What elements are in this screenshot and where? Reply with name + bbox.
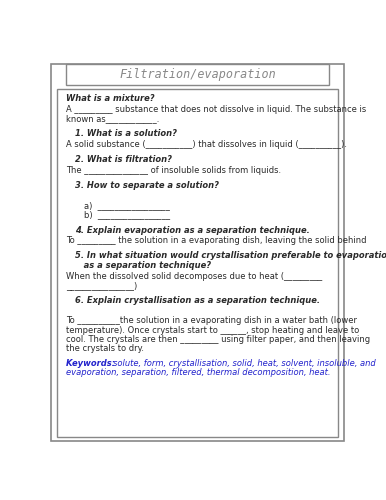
Text: Filtration/evaporation: Filtration/evaporation	[119, 68, 276, 81]
Text: known as____________.: known as____________.	[66, 114, 159, 124]
Text: 3. How to separate a solution?: 3. How to separate a solution?	[75, 181, 219, 190]
Text: Keywords:: Keywords:	[66, 358, 118, 368]
Text: When the dissolved solid decomposes due to heat (_________: When the dissolved solid decomposes due …	[66, 272, 322, 280]
FancyBboxPatch shape	[66, 64, 330, 85]
Text: as a separation technique?: as a separation technique?	[75, 261, 211, 270]
Text: ________________): ________________)	[66, 281, 137, 290]
Text: To _________ the solution in a evaporating dish, leaving the solid behind: To _________ the solution in a evaporati…	[66, 236, 367, 245]
Text: 6. Explain crystallisation as a separation technique.: 6. Explain crystallisation as a separati…	[75, 296, 320, 305]
Text: b)  _________________: b) _________________	[84, 210, 170, 220]
Text: 1. What is a solution?: 1. What is a solution?	[75, 130, 177, 138]
Text: a)  _________________: a) _________________	[84, 201, 170, 210]
Text: What is a mixture?: What is a mixture?	[66, 94, 155, 104]
Text: To __________the solution in a evaporating dish in a water bath (lower: To __________the solution in a evaporati…	[66, 316, 357, 325]
Text: cool. The crystals are then _________ using filter paper, and then leaving: cool. The crystals are then _________ us…	[66, 335, 370, 344]
Text: 2. What is filtration?: 2. What is filtration?	[75, 155, 172, 164]
Text: solute, form, crystallisation, solid, heat, solvent, insoluble, and: solute, form, crystallisation, solid, he…	[113, 358, 376, 368]
Text: 5. In what situation would crystallisation preferable to evaporation: 5. In what situation would crystallisati…	[75, 252, 386, 260]
Text: 4. Explain evaporation as a separation technique.: 4. Explain evaporation as a separation t…	[75, 226, 310, 234]
Text: temperature). Once crystals start to ______, stop heating and leave to: temperature). Once crystals start to ___…	[66, 326, 359, 334]
FancyBboxPatch shape	[57, 89, 339, 438]
Text: A solid substance (___________) that dissolves in liquid (__________).: A solid substance (___________) that dis…	[66, 140, 347, 149]
FancyBboxPatch shape	[51, 64, 344, 441]
Text: The _______________ of insoluble solids from liquids.: The _______________ of insoluble solids …	[66, 166, 281, 175]
Text: A _________ substance that does not dissolve in liquid. The substance is: A _________ substance that does not diss…	[66, 105, 366, 114]
Text: evaporation, separation, filtered, thermal decomposition, heat.: evaporation, separation, filtered, therm…	[66, 368, 331, 377]
Text: the crystals to dry.: the crystals to dry.	[66, 344, 144, 354]
